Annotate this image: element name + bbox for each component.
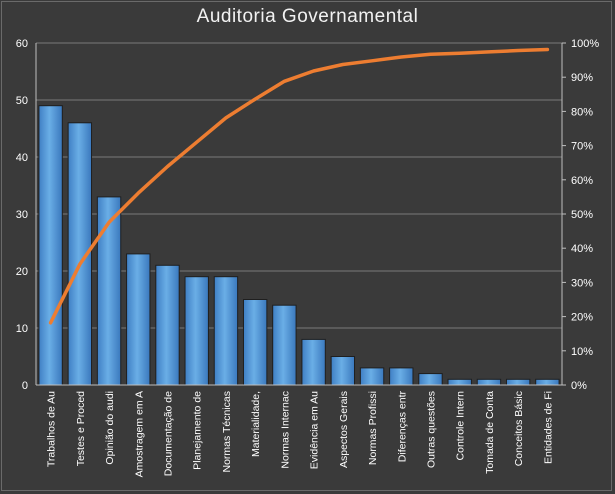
x-tick-label: Controle Intern: [455, 391, 467, 461]
bar: [505, 378, 531, 386]
y2-tick-label: 50%: [571, 209, 593, 221]
y2-tick-label: 60%: [571, 175, 593, 187]
bar: [184, 276, 209, 386]
x-tick-label: Diferenças entr: [396, 391, 408, 463]
bar: [272, 304, 297, 386]
x-tick-label: Evidência em Au: [309, 391, 321, 469]
x-tick-label: Normas Profissi: [367, 391, 379, 465]
y-tick-label: 60: [16, 38, 28, 50]
x-tick-label: Testes e Proced: [75, 391, 87, 466]
y2-tick-label: 40%: [571, 243, 593, 255]
bar: [389, 367, 414, 386]
bar: [447, 378, 472, 386]
y2-tick-label: 10%: [571, 346, 593, 358]
y2-tick-label: 0%: [571, 380, 587, 392]
x-tick-label: Outras questões: [426, 391, 438, 468]
y2-tick-label: 20%: [571, 312, 593, 324]
x-tick-label: Aspectos Gerais: [338, 391, 350, 468]
y-tick-label: 20: [16, 266, 28, 278]
bar: [155, 264, 180, 386]
cumulative-line: [48, 47, 550, 325]
y2-tick-label: 80%: [571, 106, 593, 118]
y-tick-label: 10: [16, 323, 28, 335]
chart-title: Auditoria Governamental: [196, 6, 419, 27]
bar: [301, 338, 326, 386]
x-tick-label: Planejamento de: [192, 391, 204, 470]
bar: [418, 373, 443, 386]
bar: [38, 105, 63, 386]
x-tick-label: Normas Internac: [279, 391, 291, 469]
y-tick-label: 50: [16, 95, 28, 107]
x-tick-label: Opinião do audi: [104, 391, 116, 465]
bar: [476, 378, 502, 386]
y2-tick-label: 30%: [571, 277, 593, 289]
bar: [330, 356, 356, 386]
x-tick-label: Normas Técnicas: [221, 391, 233, 473]
y-tick-label: 30: [16, 209, 28, 221]
y-tick-label: 0: [22, 380, 28, 392]
x-tick-label: Trabalhos de Au: [46, 391, 58, 467]
y-tick-label: 40: [16, 152, 28, 164]
bar: [242, 299, 268, 386]
x-tick-label: Entidades de Fi: [542, 391, 554, 464]
x-tick-label: Conceitos Básic: [513, 391, 525, 466]
bar: [213, 276, 239, 386]
x-tick-label: Documentação de: [163, 391, 175, 476]
y2-tick-label: 100%: [571, 38, 599, 50]
x-tick-label: Amostragem em A: [133, 391, 145, 477]
bar: [535, 378, 560, 386]
y2-tick-label: 90%: [571, 72, 593, 84]
bar: [359, 367, 385, 386]
y2-tick-label: 70%: [571, 141, 593, 153]
x-tick-label: Tomada de Conta: [484, 391, 496, 474]
bar: [126, 253, 151, 386]
x-tick-label: Materialidade,: [250, 391, 262, 457]
